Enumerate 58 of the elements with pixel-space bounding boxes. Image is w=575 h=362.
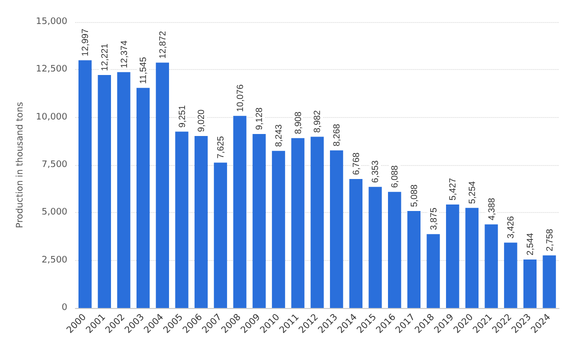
bar: [214, 162, 228, 308]
y-axis-title: Production in thousand tons: [16, 102, 26, 228]
y-tick-label: 10,000: [36, 112, 68, 122]
bar: [426, 234, 440, 308]
bar: [272, 150, 286, 308]
y-tick-label: 15,000: [36, 17, 68, 27]
data-label: 5,254: [466, 181, 477, 204]
y-tick-label: 5,000: [42, 208, 68, 218]
data-label: 6,768: [350, 152, 361, 175]
bar: [194, 136, 208, 308]
data-label: 10,076: [234, 84, 245, 112]
bar: [136, 88, 150, 308]
data-label: 8,982: [312, 110, 322, 133]
bar: [523, 259, 537, 308]
bar: [117, 72, 130, 308]
data-label: 6,088: [390, 165, 400, 188]
bar: [368, 186, 382, 308]
data-label: 9,128: [254, 107, 264, 130]
bar: [349, 178, 362, 308]
data-label: 7,625: [215, 136, 226, 159]
bar: [156, 62, 170, 308]
data-label: 6,353: [370, 160, 380, 183]
bar: [407, 210, 420, 308]
bar: [98, 74, 111, 308]
bar: [175, 132, 188, 308]
data-label: 8,908: [292, 112, 303, 134]
bar: [465, 208, 479, 308]
data-label: 11,545: [138, 57, 148, 84]
data-label: 2,544: [524, 232, 535, 256]
data-label: 3,426: [506, 216, 516, 239]
y-tick-label: 12,500: [36, 64, 68, 75]
y-tick-label: 2,500: [42, 255, 68, 266]
y-tick-label: 7,500: [42, 160, 68, 170]
bar: [542, 255, 556, 308]
data-label: 12,221: [99, 43, 110, 71]
bar: [388, 192, 402, 308]
data-label: 8,268: [332, 124, 342, 146]
data-label: 3,875: [428, 208, 438, 230]
bar: [446, 204, 460, 308]
data-label: 12,997: [80, 28, 90, 56]
data-label: 5,088: [408, 184, 419, 207]
bar: [78, 60, 92, 308]
bar: [484, 224, 498, 308]
bar: [504, 242, 518, 308]
data-label: 5,427: [448, 178, 458, 201]
bar: [310, 136, 324, 308]
data-label: 2,758: [544, 228, 554, 252]
data-label: 9,251: [176, 105, 187, 128]
data-label: 4,388: [486, 198, 496, 220]
bar: [291, 138, 304, 308]
bar: [233, 116, 246, 308]
data-label: 12,374: [118, 40, 129, 68]
data-label: 8,243: [274, 124, 284, 147]
data-label: 9,020: [196, 109, 206, 132]
y-tick-label: 0: [62, 303, 68, 313]
data-label: 12,872: [157, 31, 168, 59]
bar: [252, 134, 266, 308]
bar: [330, 150, 344, 308]
